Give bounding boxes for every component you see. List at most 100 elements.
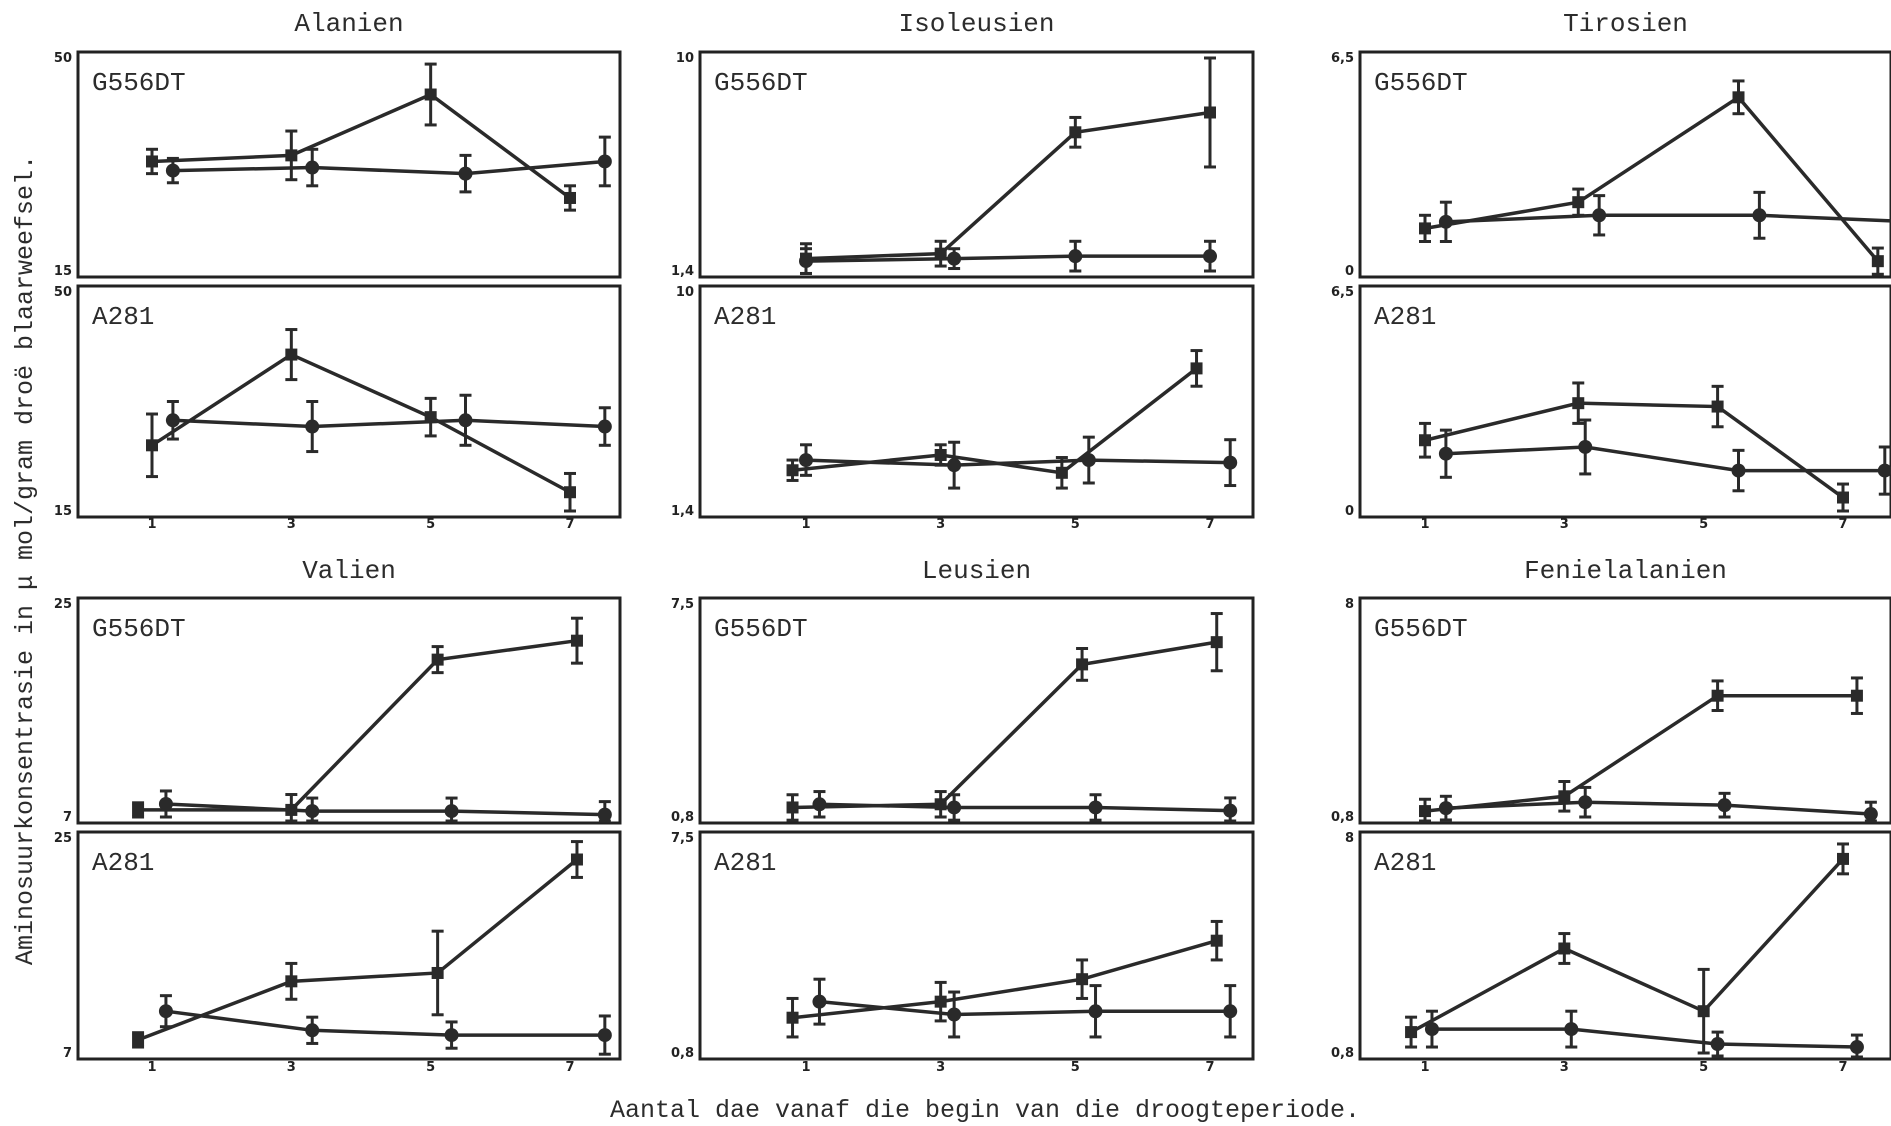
data-point-circle	[305, 1023, 320, 1038]
y-tick-label: 8	[1345, 597, 1354, 612]
data-point-circle	[165, 163, 180, 178]
data-point-square	[1210, 636, 1223, 649]
data-point-circle	[1438, 801, 1453, 816]
panel-g556dt: G556DT 50 15	[54, 50, 622, 279]
y-tick-label: 15	[54, 264, 72, 279]
panel-label: A281	[92, 848, 154, 878]
data-point-circle	[1731, 463, 1746, 478]
y-tick-label: 7,5	[671, 597, 694, 612]
series-square	[786, 349, 1203, 490]
series-square	[800, 56, 1216, 275]
panel-a281: A281 25 7	[54, 830, 622, 1061]
series-line	[792, 640, 1218, 810]
panel-frame	[1358, 284, 1891, 519]
data-point-square	[1572, 196, 1585, 209]
panel-label: G556DT	[714, 614, 808, 644]
data-point-circle	[1564, 1022, 1579, 1037]
data-point-circle	[165, 413, 180, 428]
panel-frame	[698, 284, 1255, 519]
series-circle	[812, 977, 1238, 1039]
chart-tirosien: Tirosien G556DT 6,5 0 A281 6,5 0 1 3 5 7	[1331, 9, 1891, 532]
data-point-square	[1558, 942, 1571, 955]
x-tick-label: 1	[1420, 517, 1429, 532]
series-line	[172, 159, 605, 176]
series-line	[819, 802, 1231, 813]
data-point-circle	[1877, 463, 1891, 478]
x-tick-label: 3	[1560, 1060, 1569, 1075]
series-circle	[1438, 190, 1891, 244]
series-square	[146, 62, 576, 212]
panel-a281: A281 7,5 0,8	[671, 830, 1255, 1061]
x-tick-label: 1	[801, 517, 810, 532]
series-line	[805, 458, 1231, 467]
chart-valien: Valien G556DT 25 7 A281 25 7 1 3 5 7	[54, 556, 622, 1075]
series-line	[792, 939, 1218, 1020]
chart-isoleusien: Isoleusien G556DT 10 1,4 A281 10 1,4 1 3 5 7	[671, 9, 1255, 532]
series-line	[151, 352, 571, 494]
y-tick-label: 15	[54, 504, 72, 519]
data-point-square	[1558, 790, 1571, 803]
x-tick-label: 7	[1205, 1060, 1214, 1075]
data-point-square	[1850, 689, 1863, 702]
data-point-circle	[158, 1004, 173, 1019]
data-point-square	[1069, 126, 1082, 139]
series-circle	[158, 994, 612, 1056]
data-point-square	[934, 448, 947, 461]
data-point-circle	[1863, 807, 1878, 822]
y-tick-label: 0	[1345, 264, 1354, 279]
data-point-square	[1837, 852, 1849, 865]
data-point-circle	[444, 804, 459, 819]
data-point-circle	[947, 1007, 962, 1022]
x-tick-label: 7	[565, 517, 574, 532]
panel-g556dt: G556DT 6,5 0	[1331, 50, 1891, 279]
data-point-square	[1419, 222, 1431, 235]
data-point-square	[570, 853, 583, 866]
series-line	[805, 254, 1210, 263]
chart-leusien: Leusien G556DT 7,5 0,8 A281 7,5 0,8 1 3 5 7	[671, 556, 1255, 1075]
y-tick-label: 7	[63, 810, 72, 825]
data-point-square	[934, 995, 947, 1008]
data-point-circle	[947, 251, 962, 266]
data-point-circle	[1710, 1037, 1725, 1052]
y-tick-label: 7	[63, 1046, 72, 1061]
data-point-square	[1210, 934, 1223, 947]
series-square	[1419, 381, 1849, 513]
chart-fenielalanien: Fenielalanien G556DT 8 0,8 A281 8 0,8 1 3 5 7	[1331, 556, 1891, 1075]
series-line	[805, 110, 1211, 261]
x-tick-label: 7	[1205, 517, 1214, 532]
series-line	[165, 1009, 605, 1037]
data-point-circle	[1578, 439, 1593, 454]
panel-a281: A281 50 15	[54, 284, 622, 519]
series-line	[1424, 693, 1857, 813]
chart-title: Fenielalanien	[1524, 556, 1727, 586]
series-line	[1445, 800, 1871, 816]
data-point-circle	[597, 1028, 612, 1043]
panel-label: G556DT	[1374, 614, 1468, 644]
panel-g556dt: G556DT 7,5 0,8	[671, 596, 1255, 825]
x-tick-label: 1	[801, 1060, 810, 1075]
panel-frame	[1358, 50, 1891, 279]
panel-label: A281	[714, 302, 776, 332]
panel-frame	[76, 50, 622, 279]
data-point-circle	[1752, 208, 1767, 223]
series-circle	[1438, 418, 1891, 496]
panel-frame	[76, 284, 622, 519]
y-tick-label: 25	[54, 597, 72, 612]
data-point-square	[570, 634, 583, 647]
series-line	[1431, 1027, 1857, 1049]
x-tick-label: 5	[426, 1060, 435, 1075]
y-tick-label: 0,8	[1331, 810, 1354, 825]
x-tick-label: 1	[147, 1060, 156, 1075]
data-point-square	[786, 1011, 799, 1024]
data-point-circle	[1088, 1004, 1103, 1019]
panel-frame	[76, 830, 622, 1061]
series-circle	[799, 239, 1217, 275]
data-point-circle	[458, 166, 473, 181]
data-point-circle	[1424, 1022, 1439, 1037]
series-square	[132, 616, 583, 823]
data-point-square	[1697, 1005, 1710, 1018]
y-tick-label: 6,5	[1331, 285, 1354, 300]
data-point-square	[1204, 106, 1216, 119]
